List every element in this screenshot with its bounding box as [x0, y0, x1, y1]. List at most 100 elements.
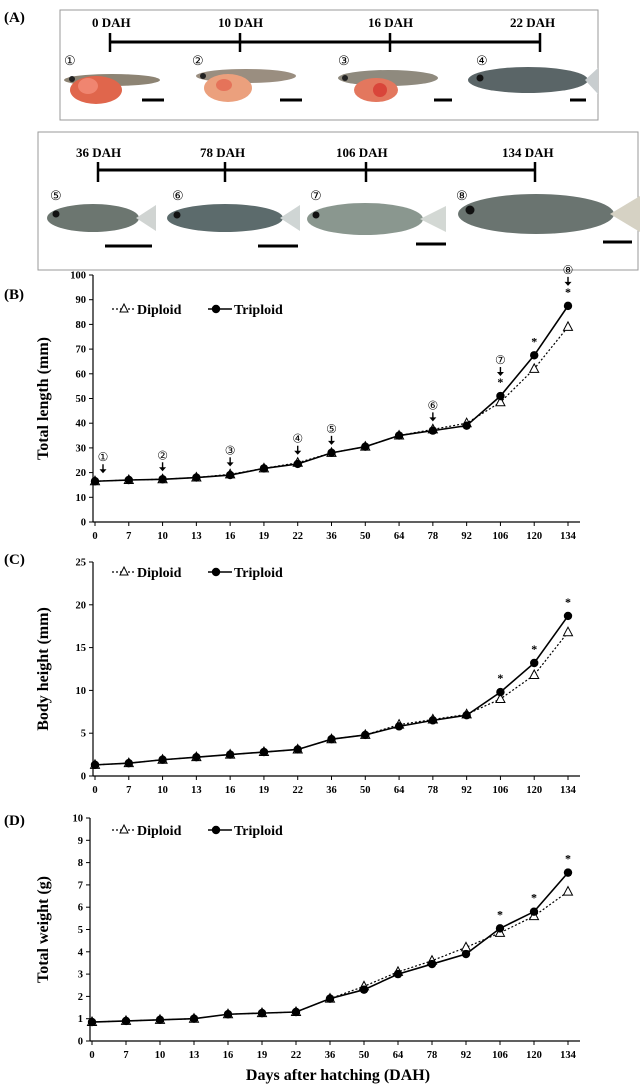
triploid-point	[563, 868, 573, 877]
triploid-point	[462, 421, 471, 430]
x-tick-label: 64	[394, 785, 405, 796]
fish-photo-7	[307, 203, 446, 235]
triploid-point	[563, 301, 573, 311]
x-tick-label: 7	[126, 785, 131, 796]
y-tick-label: 40	[76, 419, 87, 430]
triploid-point	[259, 464, 269, 473]
fish-photo-6	[167, 204, 300, 232]
diploid-point	[528, 362, 540, 373]
stage-arrow-head	[159, 467, 167, 472]
y-tick-label: 20	[76, 468, 87, 479]
panel-d-label: (D)	[4, 813, 25, 829]
significance-marker: *	[565, 285, 571, 299]
x-tick-label: 36	[325, 1050, 336, 1061]
y-tick-label: 90	[76, 295, 87, 306]
triploid-point	[393, 969, 403, 979]
triploid-point	[428, 716, 438, 725]
x-tick-label: 7	[123, 1050, 128, 1061]
x-tick-label: 0	[92, 531, 97, 542]
stage-arrow-label: ③	[225, 443, 236, 457]
timeline-label: 134 DAH	[502, 145, 554, 160]
legend-triploid-label: Triploid	[234, 303, 283, 318]
significance-marker: *	[497, 375, 503, 389]
timeline-bottom: 36 DAH 78 DAH 106 DAH 134 DAH	[76, 145, 554, 182]
x-tick-label: 78	[428, 785, 439, 796]
x-tick-label: 106	[492, 1050, 508, 1061]
fish-photo-5	[47, 204, 156, 232]
x-tick-label: 106	[493, 785, 509, 796]
stage-arrow-head	[496, 372, 504, 377]
y-tick-label: 9	[78, 836, 83, 847]
triploid-point	[90, 760, 100, 770]
triploid-point	[293, 459, 302, 469]
triploid-point	[530, 658, 539, 668]
triploid-point	[361, 442, 370, 451]
y-tick-label: 30	[76, 443, 87, 454]
triploid-point	[291, 1007, 301, 1017]
triploid-point	[189, 1014, 199, 1023]
panel-a-top-frame	[59, 9, 599, 121]
triploid-point	[325, 994, 335, 1003]
x-tick-label: 19	[259, 531, 270, 542]
x-tick-label: 16	[225, 785, 236, 796]
stage-arrow-label: ⑤	[326, 422, 337, 436]
diploid-series-line	[94, 631, 569, 766]
triploid-point	[361, 730, 370, 740]
y-tick-label: 8	[78, 858, 83, 869]
timeline-label: 36 DAH	[76, 145, 121, 160]
legend-triploid-marker	[211, 567, 221, 577]
diploid-point	[528, 668, 540, 679]
x-tick-label: 92	[461, 1050, 472, 1061]
y-tick-label: 20	[76, 600, 87, 611]
stage-marker: ①	[64, 53, 76, 68]
y-tick-label: 5	[78, 925, 83, 936]
triploid-point	[327, 448, 336, 458]
timeline-label: 16 DAH	[368, 15, 413, 30]
stage-arrow-head	[564, 281, 572, 286]
x-tick-label: 50	[360, 785, 371, 796]
stage-marker: ⑥	[172, 188, 184, 203]
y-tick-label: 60	[76, 369, 87, 380]
legend-diploid-marker	[119, 823, 129, 834]
y-tick-label: 1	[78, 1014, 83, 1025]
x-tick-label: 78	[427, 1050, 438, 1061]
stage-arrow-label: ⑧	[563, 263, 574, 277]
x-tick-label: 13	[189, 1050, 200, 1061]
triploid-point	[225, 470, 235, 480]
x-tick-label: 64	[394, 531, 405, 542]
legend-diploid-label: Diploid	[137, 566, 182, 581]
y-tick-label: 10	[76, 686, 87, 697]
triploid-point	[223, 1010, 233, 1019]
triploid-point	[327, 734, 336, 744]
y-tick-label: 10	[76, 493, 87, 504]
x-tick-label: 19	[259, 785, 270, 796]
triploid-point	[427, 959, 437, 969]
y-tick-label: 70	[76, 345, 87, 356]
stage-marker: ②	[192, 53, 204, 68]
x-tick-label: 16	[225, 531, 236, 542]
x-tick-label: 120	[526, 785, 542, 796]
stage-marker: ⑦	[310, 188, 322, 203]
legend-triploid-marker	[211, 825, 221, 835]
x-tick-label: 64	[393, 1050, 404, 1061]
triploid-point	[359, 985, 369, 994]
legend-diploid-label: Diploid	[137, 824, 182, 839]
timeline-label: 0 DAH	[92, 15, 131, 30]
x-tick-label: 10	[157, 785, 168, 796]
x-tick-label: 22	[292, 785, 303, 796]
triploid-point	[461, 949, 471, 959]
timeline-label: 22 DAH	[510, 15, 555, 30]
triploid-point	[394, 431, 404, 440]
triploid-point	[192, 752, 201, 762]
y-tick-label: 50	[76, 394, 87, 405]
diploid-point	[562, 885, 574, 896]
fish-photo-8	[458, 194, 640, 234]
legend-triploid-label: Triploid	[234, 566, 283, 581]
triploid-point	[158, 755, 167, 764]
y-axis-title: Total weight (g)	[35, 876, 52, 983]
x-tick-label: 13	[191, 785, 202, 796]
triploid-point	[124, 758, 133, 768]
x-tick-label: 10	[157, 531, 168, 542]
triploid-point	[192, 473, 201, 482]
